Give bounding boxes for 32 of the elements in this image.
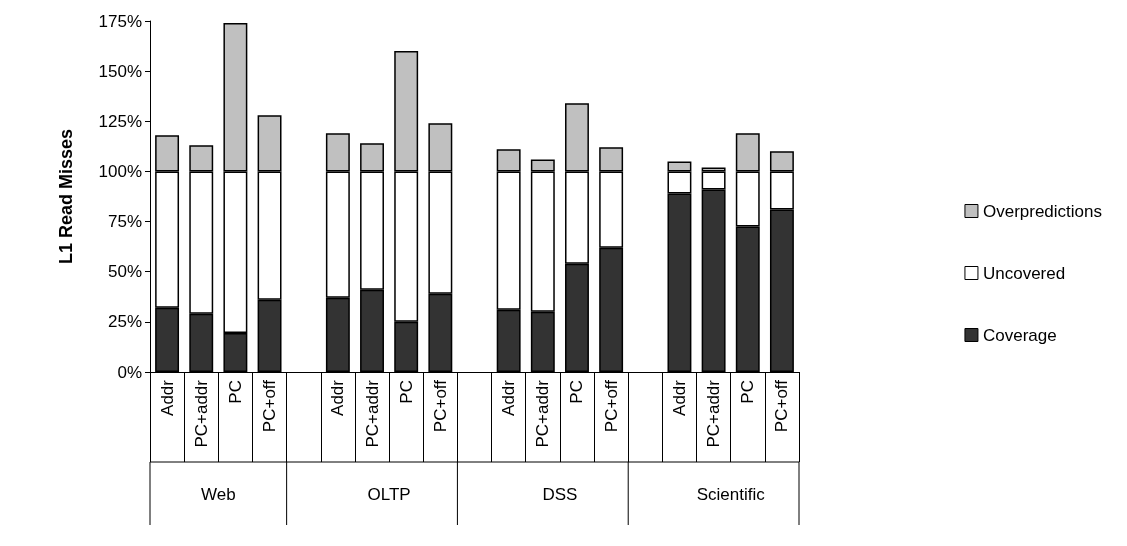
x-tick-label: PC+addr: [533, 379, 553, 448]
y-tick-label: 150%: [98, 61, 142, 81]
y-tick-label: 0%: [117, 362, 142, 382]
x-tick-label: PC+addr: [704, 379, 724, 448]
x-tick-label: PC: [738, 380, 758, 404]
y-tick-label: 125%: [98, 111, 142, 131]
text: Scientific: [696, 484, 766, 504]
text: OLTP: [367, 484, 411, 504]
y-tick-label: 100%: [98, 161, 142, 181]
y-tick-label: 75%: [107, 212, 142, 232]
legend-label: Uncovered: [982, 263, 1066, 283]
legend-label: Overpredictions: [982, 201, 1103, 221]
x-tick-label: PC: [567, 380, 587, 404]
legend-label: Coverage: [982, 325, 1057, 345]
x-tick-label: PC+off: [430, 379, 450, 433]
x-tick-label: PC+off: [601, 379, 621, 433]
x-tick-label: Addr: [499, 379, 519, 416]
x-tick-label: PC: [225, 380, 245, 404]
y-tick-label: 25%: [107, 312, 142, 332]
x-tick-label: Addr: [669, 379, 689, 416]
y-tick-label: 50%: [107, 262, 142, 282]
y-tick-label: 175%: [98, 11, 142, 31]
y-axis-title: L1 Read Misses: [56, 128, 76, 265]
x-tick-label: PC+off: [260, 379, 280, 433]
x-tick-label: PC+off: [772, 379, 792, 433]
x-tick-label: PC+addr: [191, 379, 211, 448]
x-tick-label: Addr: [328, 379, 348, 416]
x-tick-label: Addr: [157, 379, 177, 416]
x-tick-label: PC: [396, 380, 416, 404]
text: Web: [200, 484, 236, 504]
text: DSS: [542, 484, 578, 504]
x-tick-label: PC+addr: [362, 379, 382, 448]
